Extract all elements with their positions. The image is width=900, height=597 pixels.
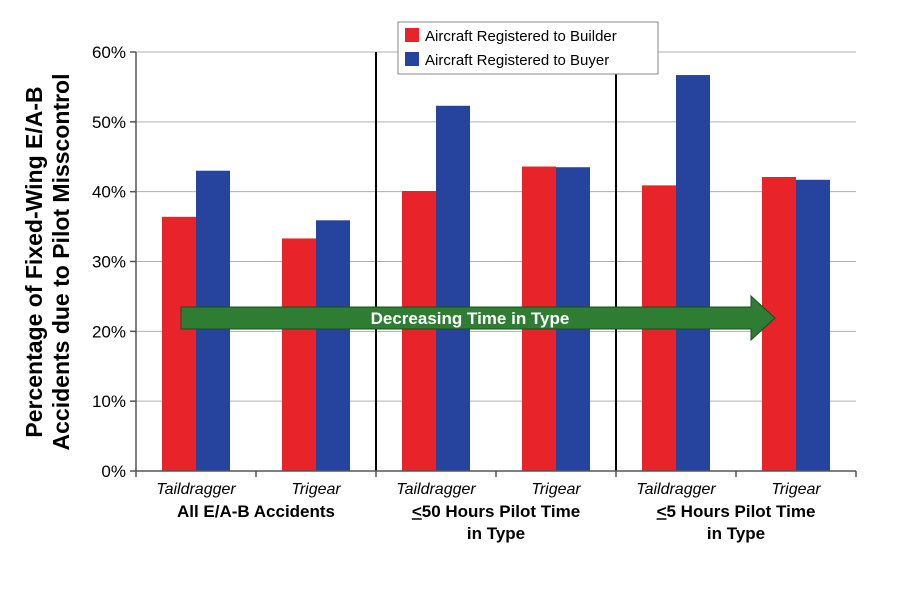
y-tick-label: 20% [92,322,126,341]
x-group-label: <50 Hours Pilot Time [412,502,580,521]
gridlines [136,51,856,472]
arrow-label: Decreasing Time in Type [371,309,570,328]
x-category-label: Trigear [771,481,821,498]
x-category-label: Trigear [291,481,341,498]
y-tick-label: 50% [92,113,126,132]
y-tick-label: 10% [92,392,126,411]
x-group-labels: All E/A-B Accidents <50 Hours Pilot Time i… [177,502,815,543]
x-category-label: Taildragger [396,481,476,498]
x-group-label: <5 Hours Pilot Time [657,502,816,521]
x-group-label: in Type [467,524,525,543]
legend-swatch [405,52,419,66]
bar-builder [282,238,316,471]
bars [162,75,830,472]
legend-label: Aircraft Registered to Buyer [425,52,609,69]
x-category-label: Trigear [531,481,581,498]
y-tick-label: 40% [92,183,126,202]
y-tick-label: 0% [101,462,126,481]
y-axis-label: Percentage of Fixed-Wing E/A-BAccidents … [21,74,74,451]
x-group-label: in Type [707,524,765,543]
legend-box [397,21,659,75]
x-category-label: Taildragger [156,481,236,498]
y-axis-title: Percentage of Fixed-Wing E/A-BAccidents … [21,74,74,451]
group-separators [375,52,617,471]
arrow-shape [180,294,776,342]
x-category-labels: Taildragger Trigear Taildragger Trigear Tail… [156,481,821,498]
y-tick-label: 30% [92,253,126,272]
legend: Aircraft Registered to Builder Aircraft R… [397,21,659,75]
bar-buyer [316,220,350,471]
x-group-label: All E/A-B Accidents [177,502,335,521]
bar-buyer [796,179,830,472]
decreasing-time-arrow: Decreasing Time in Type [180,294,776,342]
y-axis-label-line: Percentage of Fixed-Wing E/A-B [21,86,47,437]
x-category-label: Taildragger [636,481,716,498]
y-tick-label: 60% [92,43,126,62]
bar-builder [162,216,196,471]
legend-swatch [405,28,419,42]
axes [130,51,857,477]
bar-buyer [676,75,710,472]
y-axis-label-line: Accidents due to Pilot Misscontrol [48,74,74,451]
legend-label: Aircraft Registered to Builder [425,28,617,45]
bar-buyer [436,105,470,471]
bar-builder [402,190,436,472]
y-tick-labels: 0% 10% 20% 30% 40% 50% 60% [92,43,126,481]
